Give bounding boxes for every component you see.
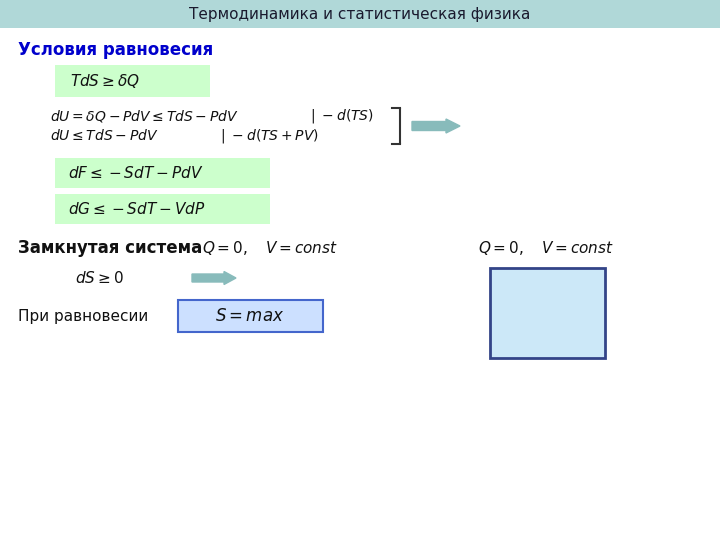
Text: $TdS \geq \delta Q$: $TdS \geq \delta Q$ [70,72,140,90]
Text: При равновесии: При равновесии [18,308,148,323]
Text: $dS \geq 0$: $dS \geq 0$ [75,270,124,286]
FancyArrow shape [412,119,460,133]
FancyBboxPatch shape [0,0,720,28]
Text: $Q = 0,\quad V = const$: $Q = 0,\quad V = const$ [202,239,338,257]
FancyBboxPatch shape [55,158,270,188]
FancyBboxPatch shape [55,194,270,224]
Text: Замкнутая система: Замкнутая система [18,239,202,257]
FancyBboxPatch shape [178,300,323,332]
Text: Термодинамика и статистическая физика: Термодинамика и статистическая физика [189,6,531,22]
Text: $|\ -d(TS)$: $|\ -d(TS)$ [310,107,374,125]
Text: $Q = 0,\quad V = const$: $Q = 0,\quad V = const$ [478,239,614,257]
Text: $dU \leq TdS - PdV$: $dU \leq TdS - PdV$ [50,129,158,144]
Text: $dU = \delta Q - PdV \leq TdS - PdV$: $dU = \delta Q - PdV \leq TdS - PdV$ [50,108,239,124]
Text: $dG \leq -SdT - VdP$: $dG \leq -SdT - VdP$ [68,201,206,217]
Text: Условия равновесия: Условия равновесия [18,41,213,59]
Text: $S = max$: $S = max$ [215,307,284,325]
FancyArrow shape [192,272,236,285]
FancyBboxPatch shape [55,65,210,97]
FancyBboxPatch shape [490,268,605,358]
Text: $dF \leq -SdT - PdV$: $dF \leq -SdT - PdV$ [68,165,204,181]
Text: $|\ -d(TS + PV)$: $|\ -d(TS + PV)$ [220,127,319,145]
